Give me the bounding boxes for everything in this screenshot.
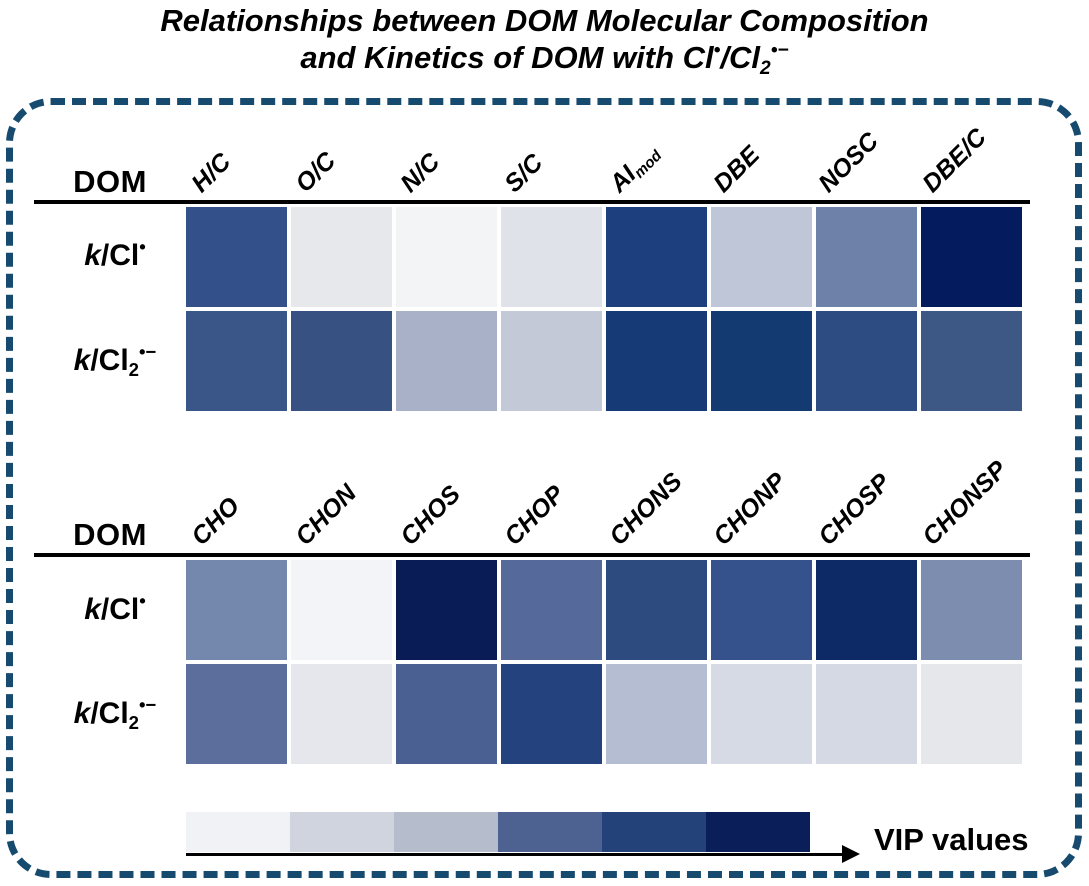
t1-cell-r1-c0 — [186, 311, 287, 411]
figure-title: Relationships between DOM Molecular Comp… — [0, 2, 1089, 81]
t2-cell-r0-c6 — [816, 560, 917, 660]
colorbar-arrow-line — [186, 853, 842, 856]
label-superscript: • — [139, 235, 146, 257]
t1-cell-r0-c2 — [396, 207, 497, 307]
t2-cell-r0-c7 — [921, 560, 1022, 660]
vip-colorbar-step-3 — [394, 812, 498, 852]
t2-cell-r0-c2 — [396, 560, 497, 660]
t2-cell-r1-c5 — [711, 664, 812, 764]
t2-cell-r1-c2 — [396, 664, 497, 764]
title-line-1: Relationships between DOM Molecular Comp… — [160, 3, 929, 38]
t2-cell-r1-c0 — [186, 664, 287, 764]
t2-cell-r0-c4 — [606, 560, 707, 660]
t2-cell-r0-c0 — [186, 560, 287, 660]
label-superscript: •− — [139, 340, 157, 362]
table1-header-line — [34, 200, 1030, 204]
subscript-2: 2 — [760, 57, 771, 79]
t1-cell-r1-c2 — [396, 311, 497, 411]
label-body: /Cl — [90, 697, 129, 730]
table2-header-line — [34, 553, 1030, 557]
t1-cell-r0-c4 — [606, 207, 707, 307]
rate-constant-k: k — [84, 593, 101, 626]
t2-cell-r1-c7 — [921, 664, 1022, 764]
t2-cell-r1-c3 — [501, 664, 602, 764]
dashed-frame — [6, 98, 1082, 878]
label-superscript: • — [139, 589, 146, 611]
title-line-2-text: and Kinetics of DOM with Cl — [300, 40, 714, 75]
t2-cell-r0-c1 — [291, 560, 392, 660]
table1-heatmap — [186, 207, 1022, 411]
t2-cell-r1-c4 — [606, 664, 707, 764]
table2-row-label-kcl2: k/Cl2•− — [35, 693, 195, 735]
colorbar-label: VIP values — [874, 822, 1029, 857]
t2-cell-r1-c6 — [816, 664, 917, 764]
table1-row-label-kcl2: k/Cl2•− — [35, 340, 195, 382]
t1-cell-r1-c7 — [921, 311, 1022, 411]
t1-cell-r1-c1 — [291, 311, 392, 411]
t1-cell-r1-c4 — [606, 311, 707, 411]
radical-anion-superscript: •− — [770, 39, 789, 61]
rate-constant-k: k — [73, 697, 91, 730]
vip-colorbar-step-6 — [706, 812, 810, 852]
vip-colorbar-step-2 — [290, 812, 394, 852]
colorbar-arrowhead-icon — [842, 845, 860, 863]
t1-cell-r0-c1 — [291, 207, 392, 307]
table2-heatmap — [186, 560, 1022, 764]
table1-corner-label: DOM — [73, 164, 147, 199]
t1-cell-r0-c7 — [921, 207, 1022, 307]
t2-cell-r1-c1 — [291, 664, 392, 764]
title-line-2-mid: /Cl — [720, 40, 761, 75]
rate-constant-k: k — [84, 239, 101, 272]
t1-cell-r1-c5 — [711, 311, 812, 411]
label-superscript: •− — [139, 693, 157, 715]
title-line-2: and Kinetics of DOM with Cl•/Cl2•− — [0, 39, 1089, 81]
vip-colorbar-step-1 — [186, 812, 290, 852]
t2-cell-r0-c3 — [501, 560, 602, 660]
vip-colorbar — [186, 812, 810, 852]
rate-constant-k: k — [73, 344, 91, 377]
vip-colorbar-step-5 — [602, 812, 706, 852]
radical-dot-superscript: • — [713, 39, 721, 61]
t1-cell-r0-c3 — [501, 207, 602, 307]
table2-corner-label: DOM — [73, 517, 147, 552]
t2-cell-r0-c5 — [711, 560, 812, 660]
t1-cell-r1-c6 — [816, 311, 917, 411]
label-subscript: 2 — [128, 358, 139, 380]
label-body: /Cl — [100, 239, 140, 272]
label-body: /Cl — [100, 593, 140, 626]
table1-row-label-kcl: k/Cl• — [35, 235, 195, 277]
t1-cell-r1-c3 — [501, 311, 602, 411]
t1-cell-r0-c6 — [816, 207, 917, 307]
label-subscript: 2 — [128, 711, 139, 733]
vip-colorbar-step-4 — [498, 812, 602, 852]
label-body: /Cl — [90, 344, 129, 377]
table2-row-label-kcl: k/Cl• — [35, 589, 195, 631]
t1-cell-r0-c0 — [186, 207, 287, 307]
t1-cell-r0-c5 — [711, 207, 812, 307]
